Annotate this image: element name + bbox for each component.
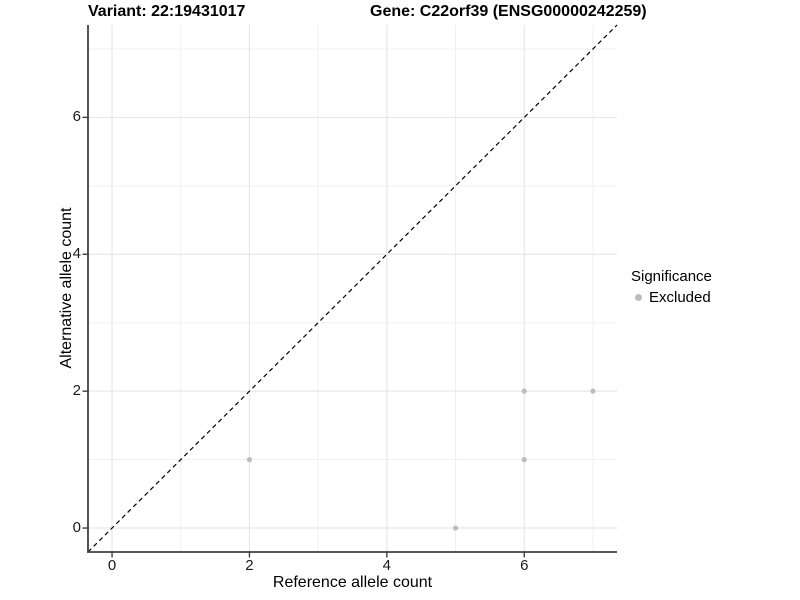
legend-item-excluded: Excluded — [631, 288, 712, 306]
legend-title: Significance — [631, 268, 712, 285]
y-tick-label: 4 — [72, 245, 81, 263]
legend-point-swatch — [635, 293, 642, 301]
scatter-point-excluded — [521, 388, 527, 394]
scatter-point-excluded — [452, 525, 459, 531]
x-tick-label: 0 — [107, 557, 117, 574]
legend-items: Excluded — [631, 288, 712, 306]
y-tick-label: 0 — [72, 519, 81, 537]
x-tick-label: 2 — [245, 557, 254, 574]
scatter-point-excluded — [246, 457, 253, 463]
y-axis-title: Alternative allele count — [58, 207, 75, 369]
x-axis-title: Reference allele count — [272, 574, 433, 591]
y-tick-label: 2 — [72, 382, 81, 400]
x-tick-label: 4 — [382, 557, 392, 574]
plot-title-variant: Variant: 22:19431017 — [88, 3, 246, 20]
identity-line — [87, 24, 618, 553]
scatter-point-excluded — [521, 457, 527, 463]
scatter-point-excluded — [590, 388, 596, 394]
y-tick-label: 6 — [72, 108, 81, 126]
legend: Significance Excluded — [631, 268, 712, 306]
legend-item-label: Excluded — [649, 288, 711, 306]
x-tick-label: 6 — [520, 557, 529, 574]
plot-title-gene: Gene: C22orf39 (ENSG00000242259) — [370, 3, 647, 20]
